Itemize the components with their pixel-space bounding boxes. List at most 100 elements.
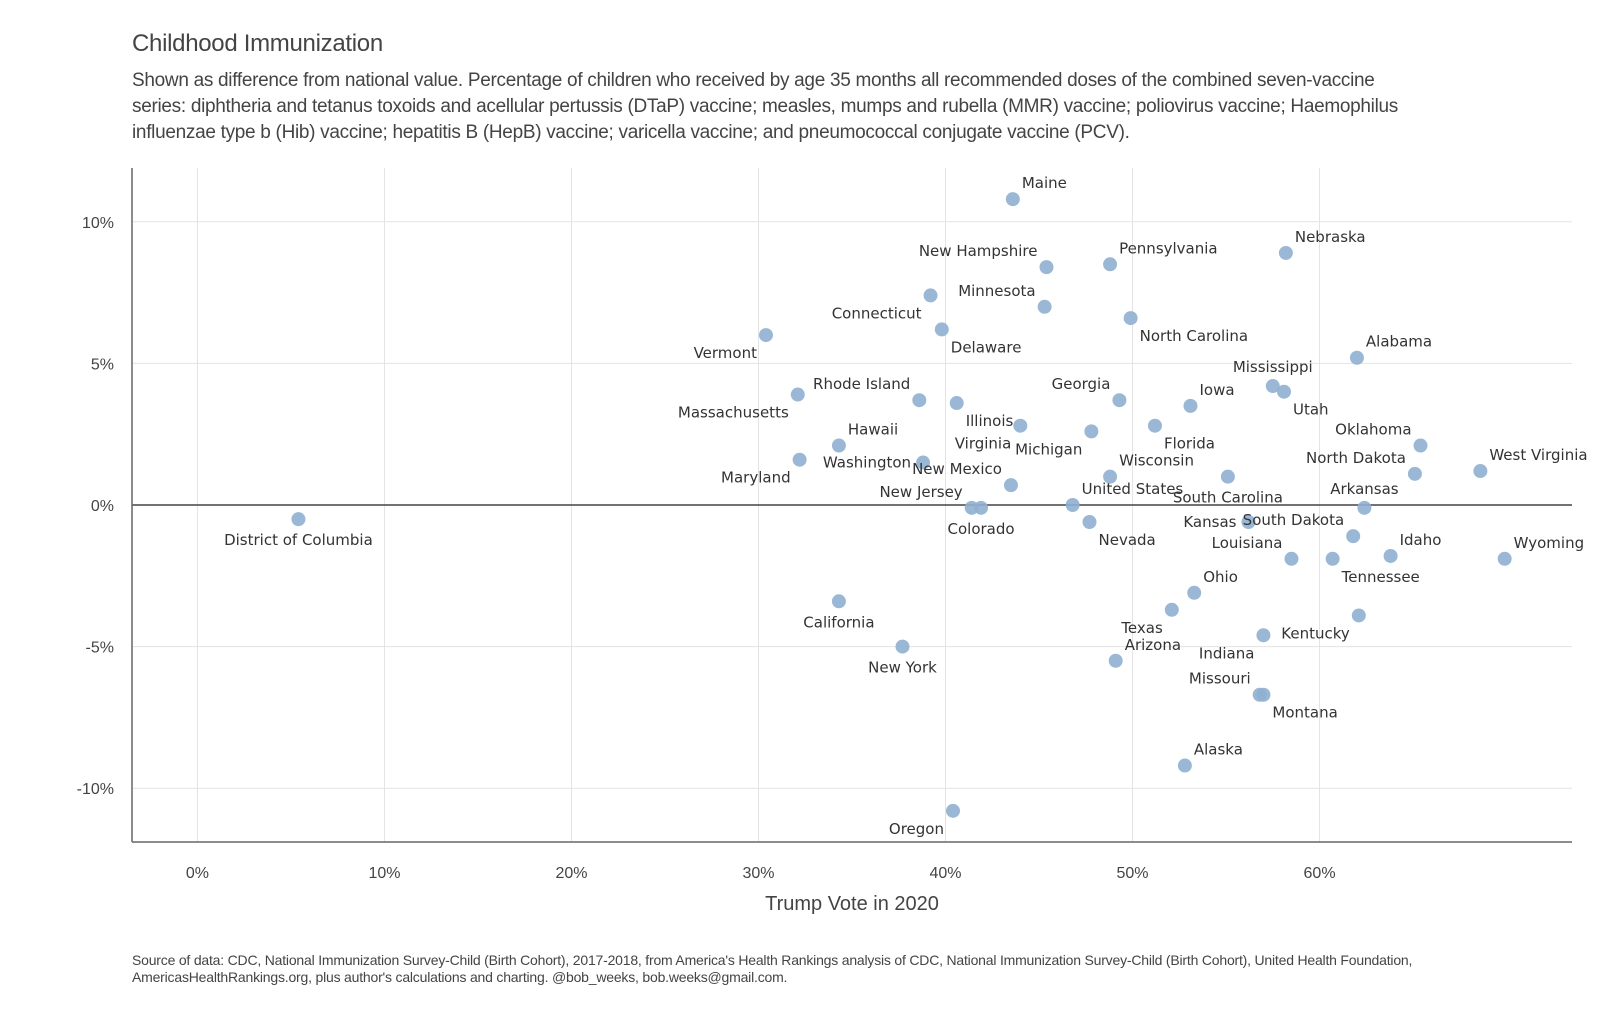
point-label: Minnesota xyxy=(958,282,1035,300)
point-label: Illinois xyxy=(966,412,1014,430)
data-point xyxy=(1005,192,1020,207)
x-tick-label: 0% xyxy=(186,865,209,882)
point-label: Iowa xyxy=(1199,381,1234,399)
data-point xyxy=(1407,466,1422,481)
data-point xyxy=(1187,585,1202,600)
point-label: District of Columbia xyxy=(224,531,373,549)
data-point xyxy=(1183,398,1198,413)
data-point xyxy=(1037,299,1052,314)
data-point xyxy=(1013,418,1028,433)
axes xyxy=(131,168,1572,843)
data-point xyxy=(1346,529,1361,544)
data-point xyxy=(974,500,989,515)
point-label: Virginia xyxy=(955,435,1012,453)
point-label: South Dakota xyxy=(1243,511,1345,529)
data-point xyxy=(1497,551,1512,566)
point-label: Oregon xyxy=(889,820,944,838)
data-point xyxy=(934,322,949,337)
y-tick-label: -10% xyxy=(77,781,114,798)
data-point xyxy=(1112,393,1127,408)
x-tick-label: 50% xyxy=(1117,865,1149,882)
x-tick-label: 60% xyxy=(1304,865,1336,882)
point-label: Missouri xyxy=(1189,670,1251,688)
point-label: Maine xyxy=(1022,174,1067,192)
point-label: Georgia xyxy=(1052,375,1111,393)
source-caption: Source of data: CDC, National Immunizati… xyxy=(132,952,1413,985)
point-label: New Mexico xyxy=(912,460,1002,478)
data-point xyxy=(1265,379,1280,394)
data-point xyxy=(1325,551,1340,566)
point-label: Kansas xyxy=(1183,513,1236,531)
data-point xyxy=(1123,311,1138,326)
y-tick-label: 5% xyxy=(91,356,114,373)
point-label: Maryland xyxy=(721,469,791,487)
point-label: Mississippi xyxy=(1233,358,1313,376)
y-tick-label: 0% xyxy=(91,498,114,515)
data-point xyxy=(1383,548,1398,563)
data-point xyxy=(916,455,931,470)
data-point xyxy=(1349,350,1364,365)
point-label: Wyoming xyxy=(1514,534,1584,552)
point-label: North Carolina xyxy=(1140,327,1248,345)
data-point xyxy=(1108,653,1123,668)
x-tick-label: 40% xyxy=(929,865,961,882)
data-point xyxy=(1003,478,1018,493)
data-point xyxy=(1220,469,1235,484)
point-label: Utah xyxy=(1293,401,1329,419)
point-label: West Virginia xyxy=(1489,446,1587,464)
point-label: California xyxy=(803,613,874,631)
point-label: Indiana xyxy=(1199,644,1255,662)
point-label: Oklahoma xyxy=(1335,421,1411,439)
x-tick-label: 30% xyxy=(742,865,774,882)
x-tick-label: 10% xyxy=(368,865,400,882)
data-point xyxy=(758,328,773,343)
point-label: Colorado xyxy=(948,520,1015,538)
data-point xyxy=(923,288,938,303)
data-point xyxy=(1413,438,1428,453)
data-point xyxy=(1473,464,1488,479)
point-label: Hawaii xyxy=(848,421,898,439)
point-label: Ohio xyxy=(1203,568,1238,586)
data-point xyxy=(1082,514,1097,529)
data-point xyxy=(1164,602,1179,617)
point-label: Montana xyxy=(1272,704,1337,722)
point-label: Florida xyxy=(1164,435,1215,453)
point-label: Kentucky xyxy=(1281,624,1350,642)
point-labels: Maine New Hampshire Pennsylvania Nebraska Mi… xyxy=(224,174,1587,838)
point-label: United States xyxy=(1082,480,1184,498)
data-point xyxy=(1065,498,1080,512)
data-point xyxy=(1177,758,1192,773)
data-point xyxy=(1357,500,1372,515)
data-point xyxy=(1256,687,1271,702)
tick-labels: 0% 10% 20% 30% 40% 50% 60% 10% 5% 0% -5% -10% xyxy=(77,215,1336,882)
point-label: Idaho xyxy=(1400,531,1442,549)
point-label: Massachusetts xyxy=(678,404,789,422)
point-label: Connecticut xyxy=(832,304,922,322)
data-point xyxy=(831,438,846,453)
data-point xyxy=(912,393,927,408)
point-label: Alabama xyxy=(1366,333,1432,351)
point-label: Michigan xyxy=(1015,440,1082,458)
data-point xyxy=(1351,608,1366,623)
point-label: Vermont xyxy=(694,344,758,362)
point-label: Washington xyxy=(823,454,911,472)
data-point xyxy=(831,594,846,609)
point-label: Arizona xyxy=(1125,636,1181,654)
point-label: Texas xyxy=(1120,619,1163,637)
point-label: South Carolina xyxy=(1173,489,1283,507)
data-point xyxy=(1278,245,1293,260)
point-label: Louisiana xyxy=(1212,534,1283,552)
data-point xyxy=(1103,469,1118,484)
y-tick-label: -5% xyxy=(86,640,114,657)
point-label: New York xyxy=(868,659,937,677)
data-point xyxy=(1241,514,1256,529)
point-label: New Jersey xyxy=(879,483,962,501)
data-point xyxy=(1084,424,1099,439)
data-point xyxy=(1277,384,1291,399)
point-label: Delaware xyxy=(951,338,1022,356)
point-label: Pennsylvania xyxy=(1119,239,1218,257)
chart-title: Childhood Immunization xyxy=(132,30,383,57)
point-label: Nebraska xyxy=(1295,228,1366,246)
data-point xyxy=(792,452,807,467)
